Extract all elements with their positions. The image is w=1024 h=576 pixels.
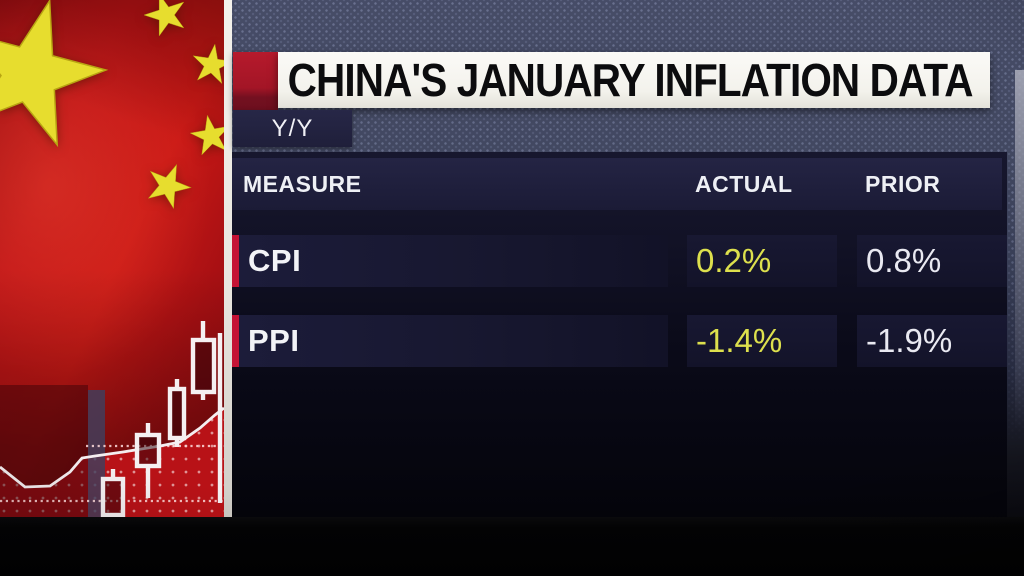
vertical-divider bbox=[224, 0, 232, 519]
period-tab: Y/Y bbox=[233, 110, 352, 147]
actual-value: -1.4% bbox=[696, 322, 783, 359]
column-header-actual: ACTUAL bbox=[695, 171, 793, 197]
measure-label: CPI bbox=[248, 243, 302, 278]
actual-cell: -1.4% bbox=[687, 315, 837, 367]
prior-value: 0.8% bbox=[866, 242, 942, 279]
actual-cell: 0.2% bbox=[687, 235, 837, 287]
prior-value: -1.9% bbox=[866, 322, 953, 359]
candlestick-chart-icon bbox=[0, 321, 224, 519]
graphic-area: CHINA'S JANUARY INFLATION DATA Y/Y MEASU… bbox=[232, 0, 1024, 576]
table-header-row: MEASURE ACTUAL PRIOR bbox=[232, 158, 1002, 210]
period-label: Y/Y bbox=[271, 115, 314, 142]
screen-edge-highlight bbox=[1015, 70, 1024, 430]
measure-cell: PPI bbox=[232, 315, 668, 367]
flag-stars-icon bbox=[0, 0, 224, 210]
prior-cell: -1.9% bbox=[857, 315, 1007, 367]
column-header-measure: MEASURE bbox=[243, 171, 362, 197]
letterbox-bar bbox=[0, 517, 1024, 576]
measure-cell: CPI bbox=[232, 235, 668, 287]
prior-cell: 0.8% bbox=[857, 235, 1007, 287]
column-header-prior: PRIOR bbox=[865, 171, 941, 197]
actual-value: 0.2% bbox=[696, 242, 772, 279]
table-row: CPI 0.2% 0.8% bbox=[232, 235, 1007, 287]
flag-panel bbox=[0, 0, 232, 519]
data-table: MEASURE ACTUAL PRIOR CPI 0.2% 0.8% bbox=[232, 152, 1007, 518]
table-row: PPI -1.4% -1.9% bbox=[232, 315, 1007, 367]
headline-text: CHINA'S JANUARY INFLATION DATA bbox=[287, 54, 974, 106]
measure-label: PPI bbox=[248, 323, 300, 358]
row-accent-bar bbox=[232, 235, 239, 287]
china-flag bbox=[0, 0, 224, 519]
headline-bar: CHINA'S JANUARY INFLATION DATA bbox=[278, 52, 990, 108]
headline-accent-block bbox=[233, 52, 278, 110]
row-accent-bar bbox=[232, 315, 239, 367]
